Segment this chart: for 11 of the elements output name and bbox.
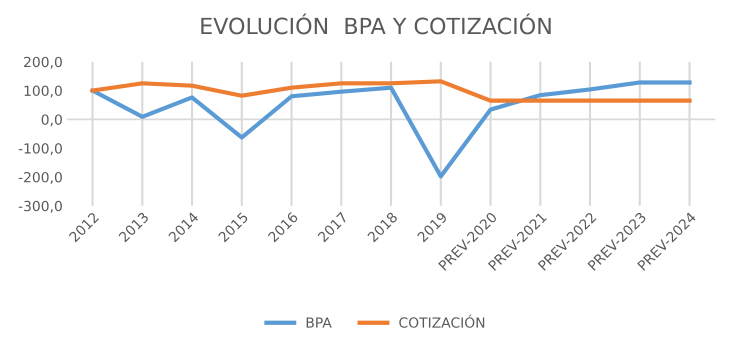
y-tick-label: 100,0 bbox=[24, 86, 62, 98]
y-tick-label: -200,0 bbox=[18, 172, 62, 184]
chart-title: EVOLUCIÓN BPA Y COTIZACIÓN bbox=[201, 13, 551, 34]
legend-label: COTIZACIÓN bbox=[399, 314, 484, 328]
line-series bbox=[90, 80, 692, 178]
y-tick-label: 0,0 bbox=[42, 114, 62, 126]
y-tick-label: -100,0 bbox=[18, 143, 62, 156]
y-tick-label: -300,0 bbox=[18, 200, 62, 213]
y-tick-label: 200,0 bbox=[24, 56, 62, 69]
line-series bbox=[90, 79, 692, 103]
legend-label: BPA bbox=[306, 317, 332, 328]
